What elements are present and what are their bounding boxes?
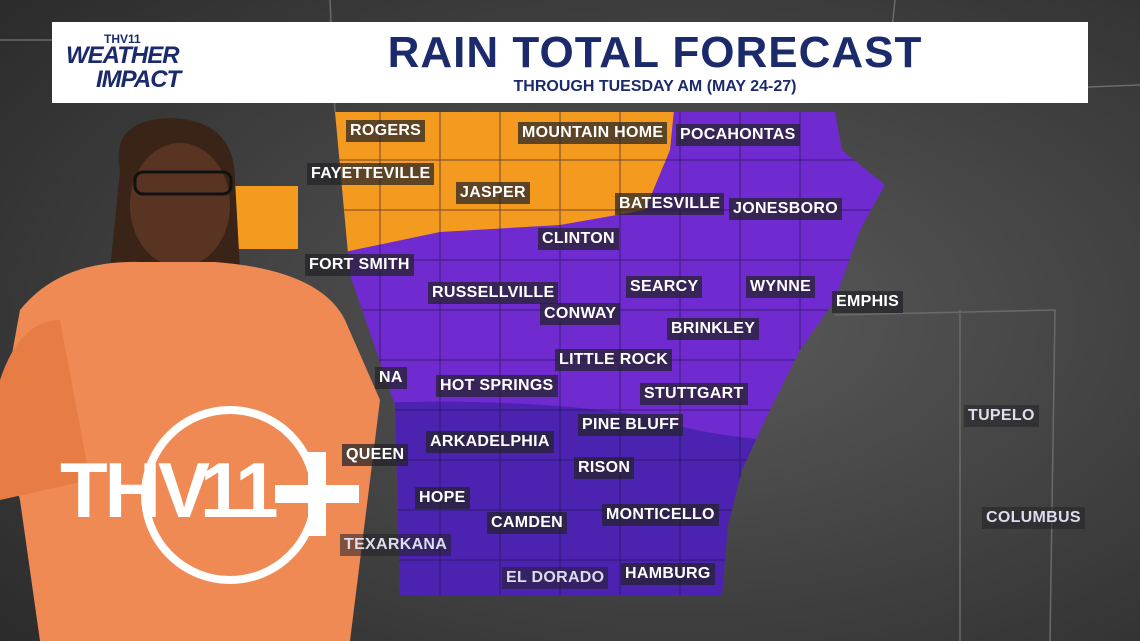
city-label: POCAHONTAS xyxy=(676,124,800,146)
city-label: TEXARKANA xyxy=(340,534,452,556)
city-label: MOUNTAIN HOME xyxy=(518,122,668,144)
logo-line1: WEATHER xyxy=(66,42,180,69)
city-label: MONTICELLO xyxy=(602,504,719,526)
city-label: LITTLE ROCK xyxy=(555,349,673,371)
city-label: CAMDEN xyxy=(487,512,568,534)
city-label: EL DORADO xyxy=(502,567,609,589)
city-label: JASPER xyxy=(456,182,530,204)
city-label: RUSSELLVILLE xyxy=(428,282,559,304)
city-label: EMPHIS xyxy=(832,291,904,313)
city-label: FAYETTEVILLE xyxy=(307,163,435,185)
city-label: JONESBORO xyxy=(729,198,842,220)
presenter xyxy=(0,118,380,641)
city-label: RISON xyxy=(574,457,635,479)
logo-station: THV11 xyxy=(104,32,141,46)
subtitle: THROUGH TUESDAY AM (MAY 24-27) xyxy=(513,78,797,95)
city-label: WYNNE xyxy=(746,276,816,298)
bug-letters: THV xyxy=(60,446,210,534)
header: THV11 WEATHER IMPACT RAIN TOTAL FORECAST… xyxy=(52,22,1088,103)
city-label: HOPE xyxy=(415,487,470,509)
city-label: HOT SPRINGS xyxy=(436,375,558,397)
city-label: STUTTGART xyxy=(640,383,748,405)
city-label: FORT SMITH xyxy=(305,254,414,276)
bug-number: 11 xyxy=(200,446,278,534)
city-label: ROGERS xyxy=(346,120,426,142)
city-label: COLUMBUS xyxy=(982,507,1085,529)
city-label: BATESVILLE xyxy=(615,193,725,215)
city-label: CONWAY xyxy=(540,303,621,325)
city-label: BRINKLEY xyxy=(667,318,760,340)
logo-line2: IMPACT xyxy=(96,66,181,93)
bug-plus xyxy=(141,406,359,584)
title: RAIN TOTAL FORECAST xyxy=(387,28,923,77)
city-label: QUEEN xyxy=(342,444,409,466)
city-label: CLINTON xyxy=(538,228,619,250)
city-label: NA xyxy=(375,367,407,389)
city-label: HAMBURG xyxy=(621,563,715,585)
city-label: ARKADELPHIA xyxy=(426,431,554,453)
city-label: SEARCY xyxy=(626,276,703,298)
city-label: PINE BLUFF xyxy=(578,414,684,436)
city-label: TUPELO xyxy=(964,405,1039,427)
